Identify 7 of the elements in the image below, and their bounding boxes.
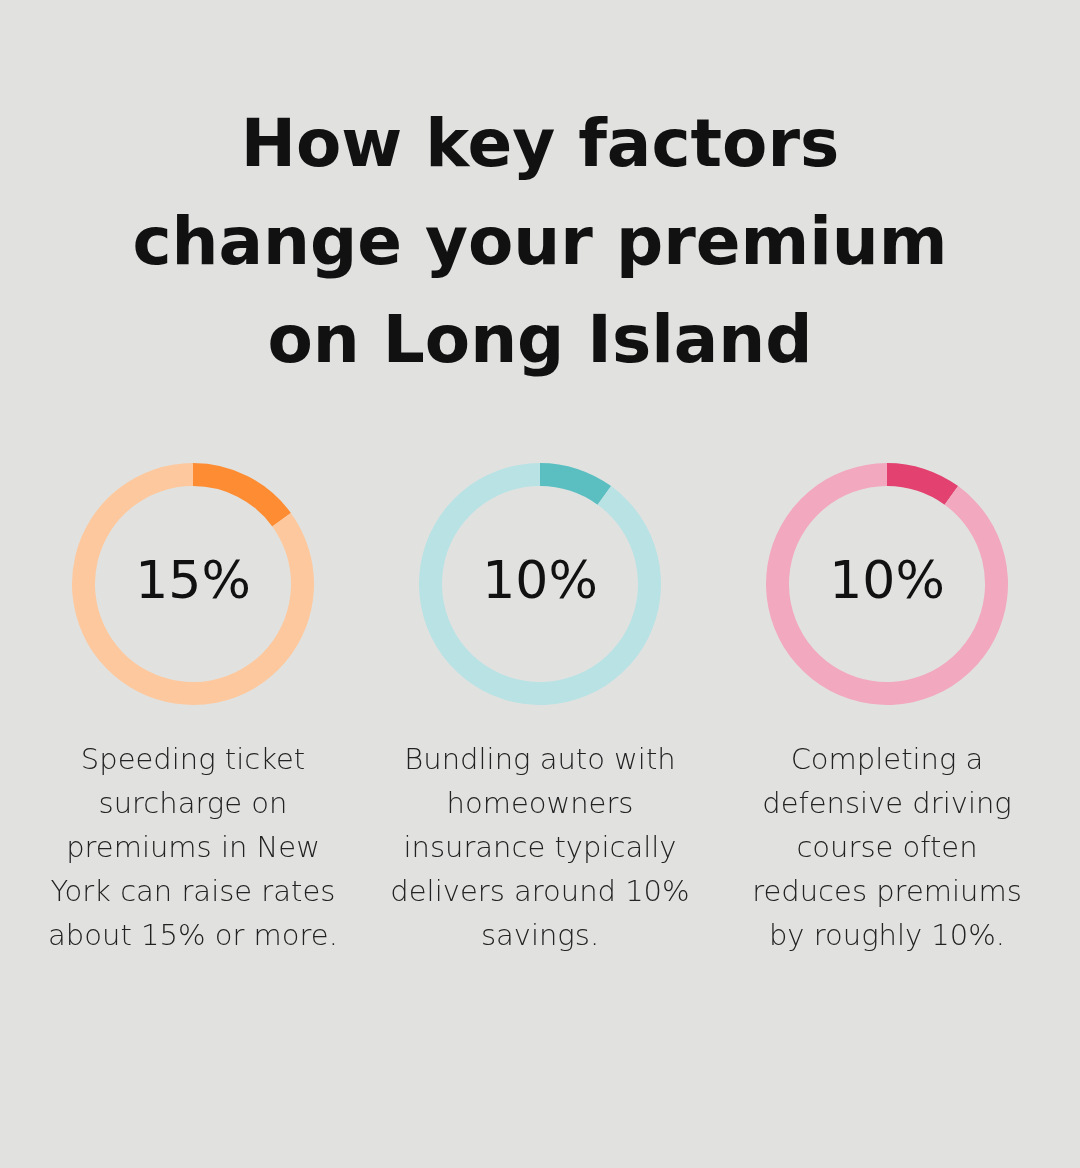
data-label: 15% <box>135 549 251 610</box>
text: Speeding ticket surcharge on premiums in New York can raise rates about 15% or more. <box>47 741 339 954</box>
data-label: 10% <box>829 549 945 610</box>
text: Completing a defensive driving course often reduces premiums by roughly 10%. <box>751 741 1023 954</box>
data-label: 10% <box>482 549 598 610</box>
text: Bundling auto with homeowners insurance typically delivers around 10% savings. <box>390 741 690 954</box>
text: How key factors change your premium on Long Island <box>131 104 949 380</box>
